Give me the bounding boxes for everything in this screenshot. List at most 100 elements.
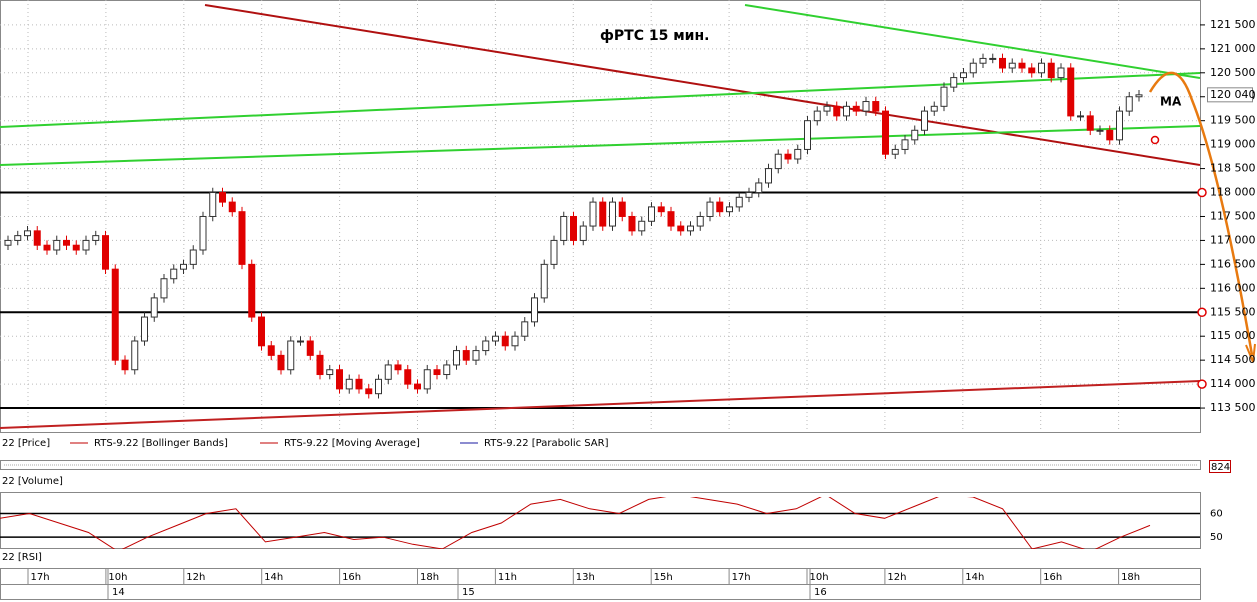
forecast-arrow	[1148, 71, 1254, 356]
arrow-head	[1245, 343, 1256, 363]
last-price-box	[1207, 87, 1253, 103]
last-price-label: 120 040	[1210, 88, 1256, 101]
candle-body	[1135, 94, 1143, 98]
candle-body	[687, 225, 694, 232]
trend-line	[0, 380, 1200, 429]
candle-body	[92, 235, 100, 241]
y-tick-label: 118 000	[1210, 186, 1256, 199]
candles	[4, 53, 1143, 399]
candle-body	[794, 148, 802, 160]
legend-entry: 22 [Price]	[2, 438, 50, 449]
candle-body	[1116, 110, 1123, 141]
candle-body	[579, 225, 587, 241]
time-label: 18h	[1121, 572, 1140, 583]
date-label: 15	[462, 587, 475, 598]
candle-body	[950, 77, 958, 88]
candle-body	[1057, 67, 1065, 79]
time-label: 10h	[809, 572, 828, 583]
candle-body	[735, 196, 743, 208]
candle-body	[433, 369, 441, 376]
candle-body	[804, 120, 811, 150]
candle-body	[404, 369, 412, 385]
y-tick-label: 118 500	[1210, 162, 1256, 175]
candle-body	[852, 105, 860, 112]
candle-body	[823, 105, 831, 112]
time-label: 15h	[654, 572, 673, 583]
y-tick-label: 114 500	[1210, 353, 1256, 366]
y-tick-label: 116 500	[1210, 257, 1256, 270]
candle-body	[336, 369, 343, 390]
candle-body	[1077, 115, 1084, 118]
candle-body	[989, 57, 997, 60]
candle-body	[911, 129, 919, 141]
candle-body	[570, 215, 577, 241]
legend-entry: RTS-9.22 [Moving Average]	[284, 438, 420, 449]
date-label: 14	[112, 587, 125, 598]
candle-body	[150, 297, 158, 318]
time-label: 16h	[1043, 572, 1062, 583]
candle-body	[1067, 67, 1075, 117]
y-tick-label: 117 000	[1210, 233, 1256, 246]
candle-body	[219, 192, 226, 203]
candle-body	[102, 235, 109, 270]
candle-body	[677, 225, 685, 232]
y-tick-label: 115 500	[1210, 305, 1256, 318]
candle-body	[462, 350, 470, 361]
candle-body	[628, 215, 636, 232]
trend-line	[744, 4, 1200, 79]
candle-body	[540, 263, 548, 299]
candle-body	[1125, 96, 1133, 112]
candle-body	[1086, 115, 1094, 131]
y-tick-label: 115 000	[1210, 329, 1256, 342]
y-tick-label: 113 500	[1210, 401, 1256, 414]
candle-body	[453, 350, 460, 366]
candle-body	[969, 62, 977, 74]
candle-body	[345, 378, 353, 390]
candle-body	[1038, 62, 1045, 74]
candle-body	[482, 340, 490, 352]
level-marker	[1197, 187, 1207, 198]
candle-body	[199, 215, 207, 251]
rsi-panel	[0, 492, 1201, 549]
candle-body	[921, 110, 928, 131]
legend-entry: RTS-9.22 [Bollinger Bands]	[94, 438, 228, 449]
candle-body	[550, 239, 558, 265]
candle-body	[209, 192, 217, 217]
candle-body	[618, 201, 626, 217]
candle-body	[872, 101, 880, 112]
candle-body	[53, 239, 61, 251]
candle-body	[24, 230, 31, 237]
candle-body	[189, 249, 197, 265]
candle-body	[326, 369, 334, 376]
time-label: 14h	[264, 572, 283, 583]
candle-body	[813, 110, 821, 122]
candle-body	[560, 215, 568, 241]
candle-body	[960, 72, 967, 79]
legend: 22 [Price] RTS-9.22 [Bollinger Bands] RTS-…	[2, 438, 609, 449]
candle-body	[1008, 62, 1016, 69]
candle-body	[111, 268, 119, 361]
annotation: MA	[1160, 95, 1182, 109]
candle-body	[4, 239, 12, 246]
candle-body	[726, 206, 733, 213]
candle-body	[774, 153, 782, 170]
y-tick-label: 121 000	[1210, 42, 1256, 55]
candle-body	[882, 110, 889, 155]
candle-body	[121, 359, 129, 371]
y-tick-label: 119 500	[1210, 114, 1256, 127]
candle-body	[638, 220, 646, 232]
candle-body	[180, 263, 187, 270]
volume-label: 22 [Volume]	[2, 476, 63, 487]
rsi-tick-label: 50	[1210, 532, 1223, 543]
level-marker	[1197, 307, 1207, 318]
candle-body	[745, 192, 753, 198]
trend-line	[0, 125, 1200, 166]
candle-body	[131, 340, 139, 371]
candle-body	[901, 139, 909, 150]
candle-body	[238, 211, 246, 265]
candle-body	[287, 340, 295, 371]
candle-body	[258, 316, 265, 347]
time-label: 10h	[108, 572, 127, 583]
time-label: 14h	[965, 572, 984, 583]
candle-body	[1106, 129, 1114, 141]
